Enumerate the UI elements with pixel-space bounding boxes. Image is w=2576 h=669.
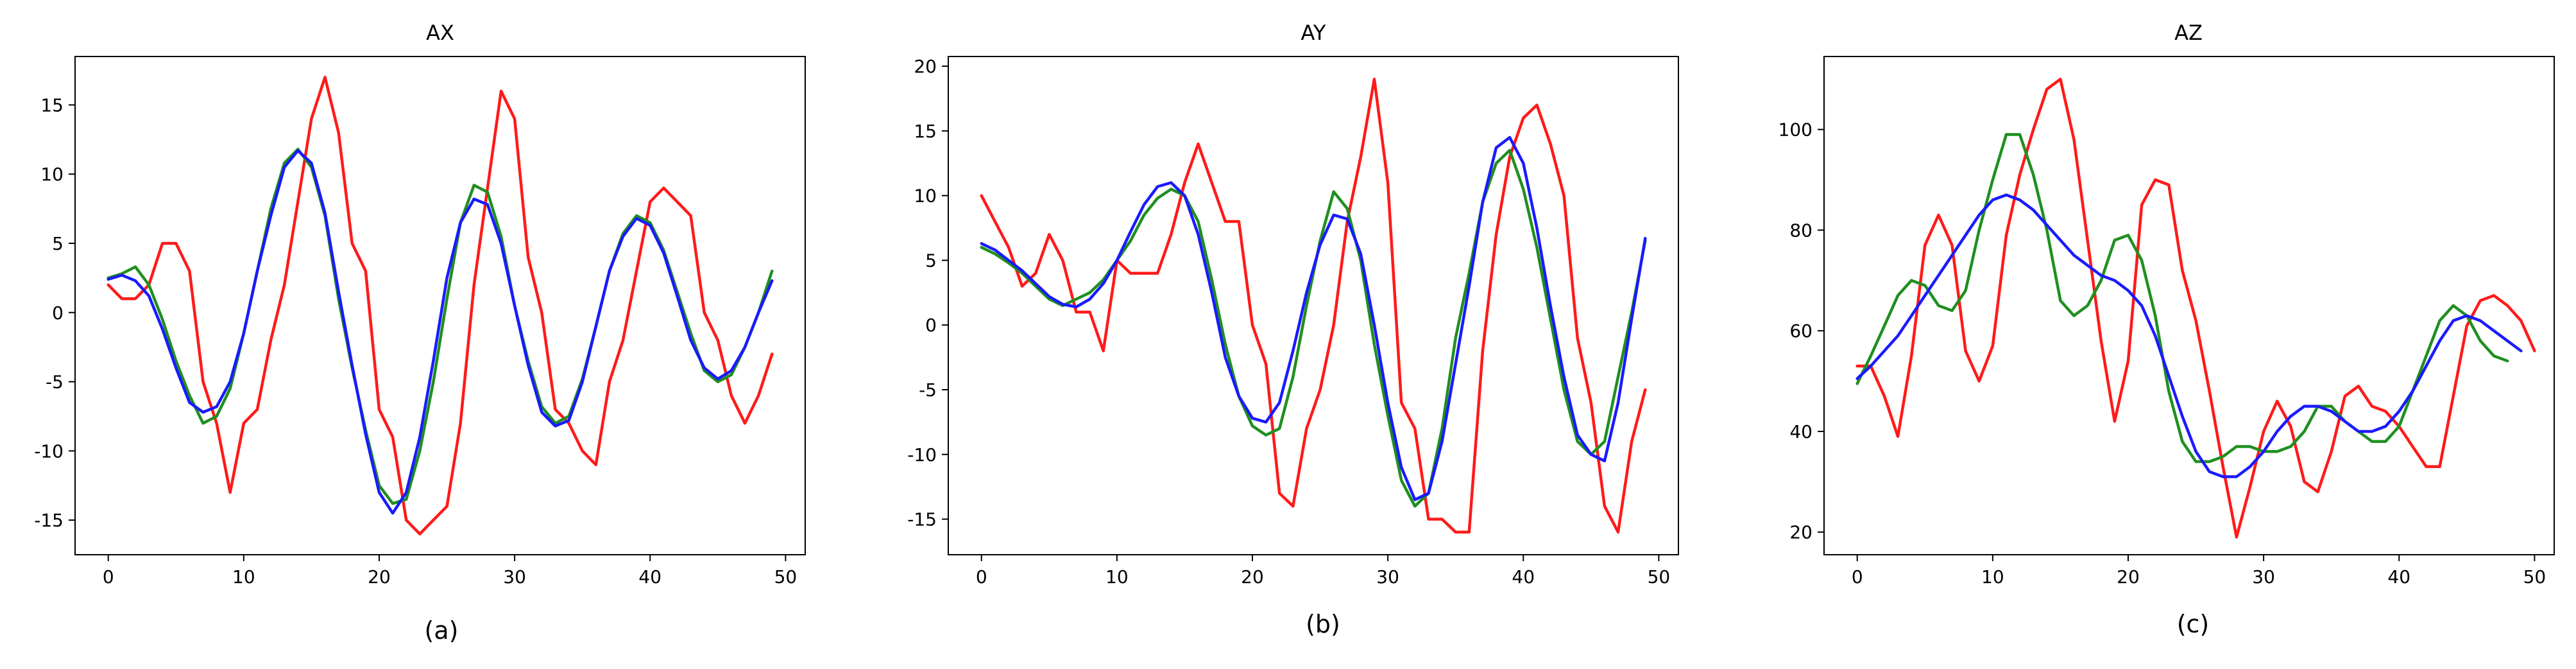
x-tick-label: 0	[103, 566, 114, 587]
chart-title: AZ	[2174, 21, 2203, 45]
y-tick-label: -5	[919, 379, 937, 401]
y-tick-label: -10	[907, 444, 937, 465]
chart-caption: (a)	[425, 616, 459, 645]
y-tick-label: 80	[1789, 220, 1813, 241]
x-tick-label: 20	[368, 566, 391, 587]
chart-caption: (c)	[2177, 610, 2210, 638]
series-line-blue	[107, 149, 774, 515]
plot-frame	[74, 56, 806, 555]
series-line-blue	[980, 135, 1647, 501]
y-tick-label: -15	[907, 509, 937, 530]
series-line-green	[980, 148, 1647, 508]
x-tick-label: 40	[2387, 566, 2410, 587]
x-tick-label: 0	[976, 566, 987, 587]
y-tick-label: 0	[925, 315, 937, 336]
x-tick-label: 10	[1981, 566, 2004, 587]
y-tick-label: 40	[1789, 421, 1813, 442]
chart-title: AY	[1301, 21, 1326, 45]
y-tick-label: -10	[34, 440, 64, 462]
x-tick-label: 30	[2252, 566, 2275, 587]
y-tick-label: 15	[40, 94, 64, 116]
y-tick-label: 5	[52, 233, 64, 254]
y-tick-label: 20	[1789, 522, 1813, 543]
chart-panel-ax: AX (a) 0 10 20 30 40 50 -15 -10 -5 0 5 10 15	[34, 21, 806, 645]
series-line-red	[980, 78, 1647, 534]
x-tick-label: 20	[2117, 566, 2140, 587]
x-tick-label: 50	[2523, 566, 2546, 587]
x-tick-label: 10	[232, 566, 255, 587]
y-tick-label: 5	[925, 250, 937, 271]
plot-frame	[948, 56, 1679, 555]
series-line-red	[1855, 78, 2536, 539]
x-tick-label: 40	[1512, 566, 1535, 587]
y-tick-label: 0	[52, 302, 64, 324]
x-tick-label: 10	[1105, 566, 1129, 587]
chart-title: AX	[426, 21, 454, 45]
x-tick-label: 50	[1648, 566, 1671, 587]
y-tick-label: 100	[1778, 119, 1813, 141]
series-line-blue	[1855, 193, 2523, 478]
y-tick-label: -5	[46, 372, 64, 393]
chart-panel-az: AZ (c) 0 10 20 30 40 50 20 40 60 80 100	[1778, 21, 2555, 638]
chart-panel-ay: AY (b) 0 10 20 30 40 50 -15 -10 -5 0 5 10 15 20	[907, 21, 1679, 638]
y-tick-label: 10	[40, 164, 64, 185]
x-tick-label: 0	[1852, 566, 1863, 587]
x-tick-label: 50	[774, 566, 798, 587]
x-tick-label: 20	[1241, 566, 1264, 587]
plot-frame	[1823, 56, 2555, 555]
y-tick-label: 60	[1789, 320, 1813, 342]
series-line-green	[1855, 133, 2509, 464]
series-line-red	[107, 76, 774, 535]
x-tick-label: 30	[503, 566, 526, 587]
y-tick-label: 15	[914, 121, 937, 142]
x-tick-label: 40	[638, 566, 661, 587]
y-tick-label: 10	[914, 186, 937, 207]
x-tick-label: 30	[1376, 566, 1399, 587]
chart-caption: (b)	[1306, 610, 1340, 638]
y-tick-label: -15	[34, 510, 64, 531]
y-tick-label: 20	[914, 56, 937, 77]
